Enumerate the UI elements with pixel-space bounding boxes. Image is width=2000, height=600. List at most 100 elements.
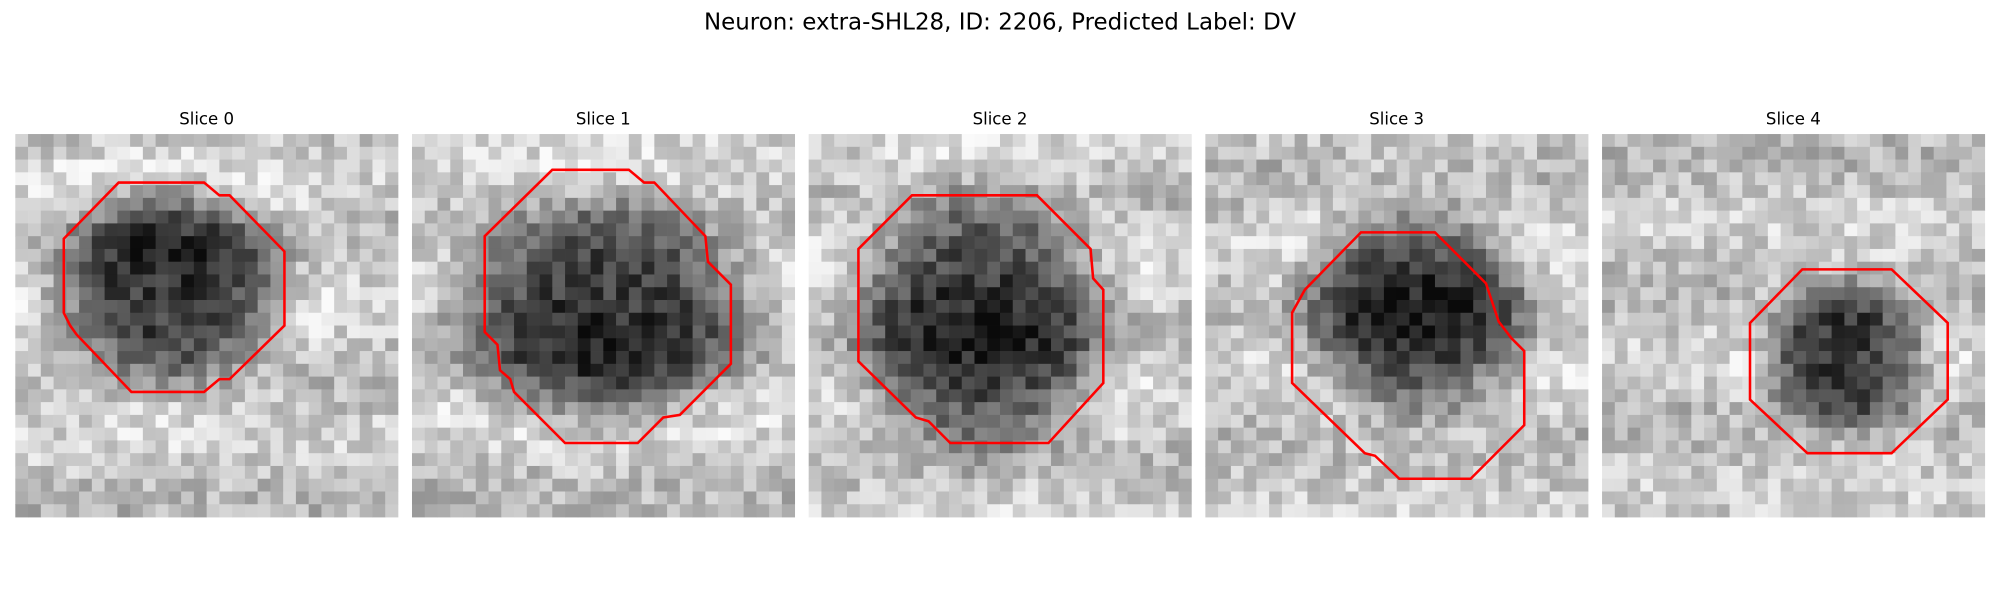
- pixel: [1640, 248, 1654, 263]
- pixel: [1869, 351, 1884, 365]
- pixel: [616, 363, 630, 377]
- pixel: [705, 351, 719, 365]
- pixel: [1920, 185, 1935, 199]
- pixel: [1536, 146, 1551, 160]
- pixel: [552, 414, 566, 429]
- pixel: [219, 300, 233, 314]
- pixel: [104, 351, 118, 365]
- pixel: [1806, 414, 1820, 429]
- pixel: [1549, 287, 1563, 301]
- pixel: [1281, 414, 1296, 429]
- pixel: [308, 172, 322, 186]
- pixel: [308, 248, 322, 263]
- pixel: [987, 325, 1001, 339]
- pixel: [1256, 172, 1270, 186]
- pixel: [1243, 453, 1257, 467]
- pixel: [91, 261, 105, 275]
- pixel: [15, 389, 29, 403]
- pixel: [743, 363, 757, 377]
- pixel: [859, 134, 873, 148]
- pixel: [859, 325, 873, 339]
- pixel: [1959, 440, 1973, 454]
- pixel: [450, 478, 464, 492]
- pixel: [1307, 453, 1321, 467]
- pixel: [1614, 185, 1628, 199]
- pixel: [1818, 197, 1833, 212]
- pixel: [1908, 376, 1922, 390]
- pixel: [1153, 414, 1167, 429]
- pixel: [1358, 440, 1372, 454]
- pixel: [1089, 414, 1103, 429]
- pixel: [1434, 402, 1449, 416]
- pixel: [872, 453, 886, 467]
- pixel: [424, 402, 438, 416]
- pixel: [1678, 300, 1692, 314]
- pixel: [1256, 210, 1270, 224]
- pixel: [1396, 414, 1410, 429]
- pixel: [679, 389, 693, 403]
- pixel: [1307, 159, 1321, 173]
- pixel: [1332, 185, 1347, 199]
- pixel: [155, 351, 169, 365]
- pixel: [501, 197, 515, 212]
- pixel: [283, 248, 297, 263]
- pixel: [577, 325, 591, 339]
- pixel: [1614, 146, 1628, 160]
- pixel: [1051, 172, 1065, 186]
- pixel: [424, 504, 438, 518]
- pixel: [155, 185, 169, 199]
- pixel: [437, 389, 451, 403]
- pixel: [334, 389, 348, 403]
- pixel: [1434, 274, 1449, 288]
- pixel: [654, 197, 668, 212]
- pixel: [1422, 351, 1436, 365]
- pixel: [1038, 351, 1052, 365]
- pixel: [885, 197, 899, 212]
- pixel: [718, 210, 732, 224]
- pixel: [1933, 414, 1947, 429]
- pixel: [1602, 338, 1616, 352]
- pixel: [155, 197, 169, 212]
- pixel: [1831, 210, 1845, 224]
- pixel: [1153, 440, 1167, 454]
- pixel: [411, 274, 426, 288]
- pixel: [346, 325, 361, 339]
- pixel: [359, 491, 373, 505]
- pixel: [463, 325, 477, 339]
- pixel: [91, 465, 105, 480]
- pixel: [1614, 338, 1628, 352]
- pixel: [359, 172, 373, 186]
- pixel: [654, 453, 668, 467]
- pixel: [1780, 261, 1794, 275]
- pixel: [872, 440, 886, 454]
- pixel: [475, 414, 489, 429]
- pixel: [1640, 134, 1654, 148]
- pixel: [1704, 465, 1718, 480]
- pixel: [1882, 134, 1896, 148]
- pixel: [1691, 351, 1705, 365]
- pixel: [1959, 197, 1973, 212]
- pixel: [936, 453, 950, 467]
- pixel: [910, 146, 924, 160]
- pixel: [372, 300, 386, 314]
- pixel: [808, 261, 822, 275]
- pixel: [718, 465, 732, 480]
- pixel: [1971, 414, 1986, 429]
- pixel: [961, 363, 975, 377]
- pixel: [1460, 210, 1474, 224]
- pixel: [769, 300, 783, 314]
- pixel: [539, 325, 553, 339]
- pixel: [15, 197, 29, 212]
- pixel: [821, 248, 835, 263]
- pixel: [1971, 478, 1986, 492]
- pixel: [1831, 351, 1845, 365]
- pixel: [769, 402, 783, 416]
- pixel: [1933, 223, 1947, 237]
- pixel: [15, 363, 29, 377]
- pixel: [385, 261, 399, 275]
- pixel: [1946, 210, 1960, 224]
- pixel: [590, 134, 604, 148]
- pixel: [1536, 197, 1551, 212]
- pixel: [1127, 325, 1141, 339]
- pixel: [1908, 491, 1922, 505]
